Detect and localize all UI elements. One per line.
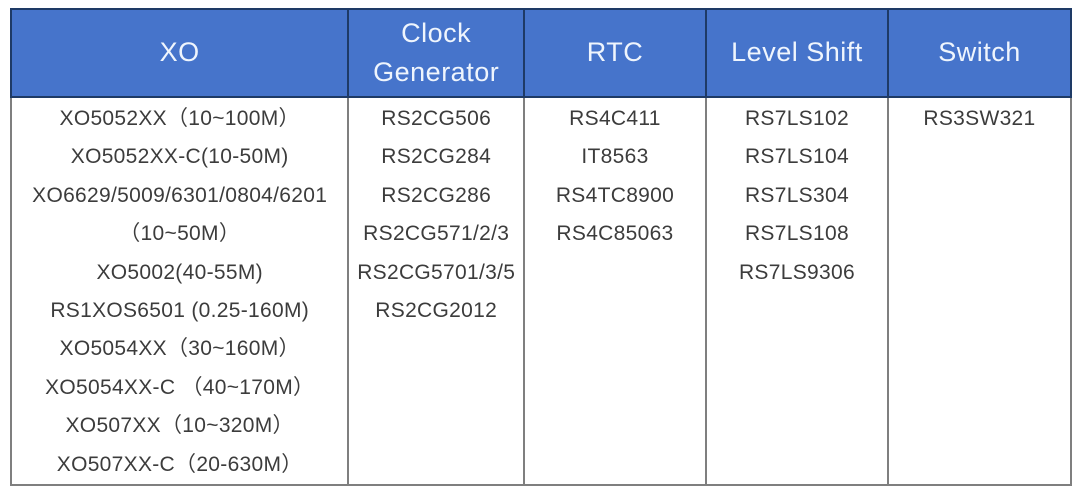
column-body-switch: RS3SW321 bbox=[886, 98, 1070, 484]
part-number: RS7LS108 bbox=[744, 222, 849, 246]
column-header-clock-generator: Clock Generator bbox=[347, 10, 523, 96]
column-body-xo: XO5052XX（10~100M） XO5052XX-C(10-50M) XO662… bbox=[12, 98, 347, 484]
part-number: RS7LS102 bbox=[744, 107, 849, 130]
part-number: RS2CG286 bbox=[381, 183, 492, 207]
part-number: XO5054XX（30~160M） bbox=[59, 337, 300, 361]
part-number: XO507XX（10~320M） bbox=[65, 414, 294, 438]
part-number: XO6629/5009/6301/0804/6201 bbox=[32, 183, 328, 207]
part-number: RS2CG571/2/3 bbox=[363, 222, 510, 246]
part-number: XO507XX-C（20-630M） bbox=[56, 452, 303, 476]
part-number: RS4C85063 bbox=[556, 222, 674, 246]
column-header-xo: XO bbox=[12, 10, 348, 96]
column-body-level-shift: RS7LS102 RS7LS104 RS7LS304 RS7LS108 RS7LS930… bbox=[704, 98, 887, 484]
part-number: RS2CG5701/3/5 bbox=[357, 260, 516, 284]
column-header-label: Level Shift bbox=[731, 37, 863, 68]
column-header-label: XO bbox=[159, 37, 200, 68]
part-number: IT8563 bbox=[581, 145, 649, 169]
column-body-clock-generator: RS2CG506 RS2CG284 RS2CG286 RS2CG571/2/3 RS2C… bbox=[347, 98, 523, 484]
part-number: RS4C411 bbox=[569, 107, 661, 130]
part-number: RS7LS104 bbox=[744, 145, 849, 169]
column-header-rtc: RTC bbox=[523, 10, 705, 96]
part-number: RS1XOS6501 (0.25-160M) bbox=[50, 298, 310, 322]
column-header-label: Switch bbox=[938, 37, 1021, 68]
part-number: RS4TC8900 bbox=[555, 183, 675, 207]
column-body-rtc: RS4C411 IT8563 RS4TC8900 RS4C85063 bbox=[523, 98, 705, 484]
column-header-label: RTC bbox=[586, 37, 644, 68]
part-number: RS7LS9306 bbox=[738, 260, 855, 284]
part-number: XO5052XX（10~100M） bbox=[59, 107, 300, 130]
part-number: RS7LS304 bbox=[744, 183, 849, 207]
part-number: XO5052XX-C(10-50M) bbox=[70, 145, 289, 169]
part-number: XO5054XX-C （40~170M） bbox=[45, 375, 315, 399]
column-header-label: Clock Generator bbox=[373, 17, 500, 87]
part-number: RS3SW321 bbox=[923, 107, 1036, 130]
part-number: （10~50M） bbox=[119, 222, 241, 246]
part-number: RS2CG284 bbox=[381, 145, 492, 169]
column-header-level-shift: Level Shift bbox=[704, 10, 887, 96]
column-header-switch: Switch bbox=[886, 10, 1070, 96]
product-family-table: XO Clock Generator RTC Level Shift Switch XO… bbox=[10, 8, 1072, 486]
table-header-row: XO Clock Generator RTC Level Shift Switch bbox=[10, 8, 1072, 98]
table-body-row: XO5052XX（10~100M） XO5052XX-C(10-50M) XO662… bbox=[10, 98, 1072, 486]
part-number: XO5002(40-55M) bbox=[96, 260, 263, 284]
part-number: RS2CG506 bbox=[381, 107, 492, 130]
part-number: RS2CG2012 bbox=[375, 298, 498, 322]
